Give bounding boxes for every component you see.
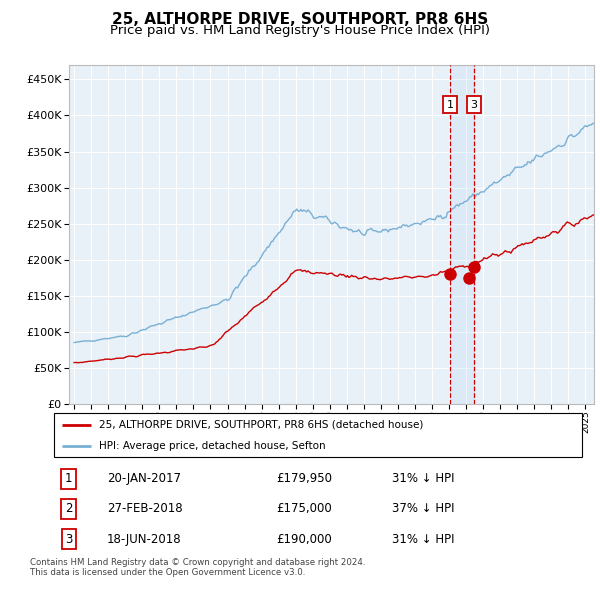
Text: 3: 3 — [65, 533, 73, 546]
Text: 20-JAN-2017: 20-JAN-2017 — [107, 472, 181, 485]
Text: 1: 1 — [65, 472, 73, 485]
Text: HPI: Average price, detached house, Sefton: HPI: Average price, detached house, Seft… — [99, 441, 326, 451]
Text: 31% ↓ HPI: 31% ↓ HPI — [392, 472, 454, 485]
Text: £179,950: £179,950 — [276, 472, 332, 485]
Text: 1: 1 — [446, 100, 454, 110]
Text: Price paid vs. HM Land Registry's House Price Index (HPI): Price paid vs. HM Land Registry's House … — [110, 24, 490, 37]
Text: 25, ALTHORPE DRIVE, SOUTHPORT, PR8 6HS (detached house): 25, ALTHORPE DRIVE, SOUTHPORT, PR8 6HS (… — [99, 420, 423, 430]
Text: 3: 3 — [470, 100, 478, 110]
Text: 25, ALTHORPE DRIVE, SOUTHPORT, PR8 6HS: 25, ALTHORPE DRIVE, SOUTHPORT, PR8 6HS — [112, 12, 488, 27]
Text: 2: 2 — [65, 502, 73, 516]
Text: £190,000: £190,000 — [276, 533, 332, 546]
Text: 31% ↓ HPI: 31% ↓ HPI — [392, 533, 454, 546]
Text: 37% ↓ HPI: 37% ↓ HPI — [392, 502, 454, 516]
Text: This data is licensed under the Open Government Licence v3.0.: This data is licensed under the Open Gov… — [30, 568, 305, 576]
Text: 27-FEB-2018: 27-FEB-2018 — [107, 502, 182, 516]
Text: Contains HM Land Registry data © Crown copyright and database right 2024.: Contains HM Land Registry data © Crown c… — [30, 558, 365, 566]
Bar — [450, 65, 474, 404]
Text: £175,000: £175,000 — [276, 502, 332, 516]
FancyBboxPatch shape — [54, 413, 582, 457]
Text: 18-JUN-2018: 18-JUN-2018 — [107, 533, 181, 546]
